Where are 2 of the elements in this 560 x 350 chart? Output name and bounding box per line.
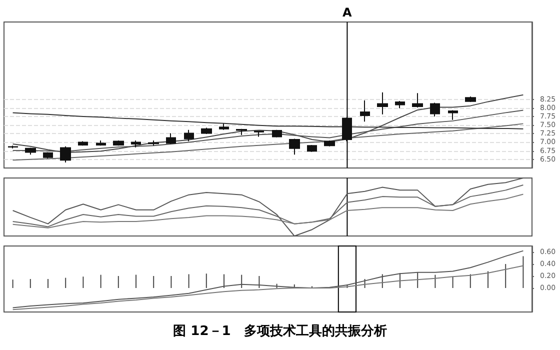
text: A: [342, 6, 353, 20]
caption: 图 12－1 多项技术工具的共振分析: [172, 323, 388, 340]
